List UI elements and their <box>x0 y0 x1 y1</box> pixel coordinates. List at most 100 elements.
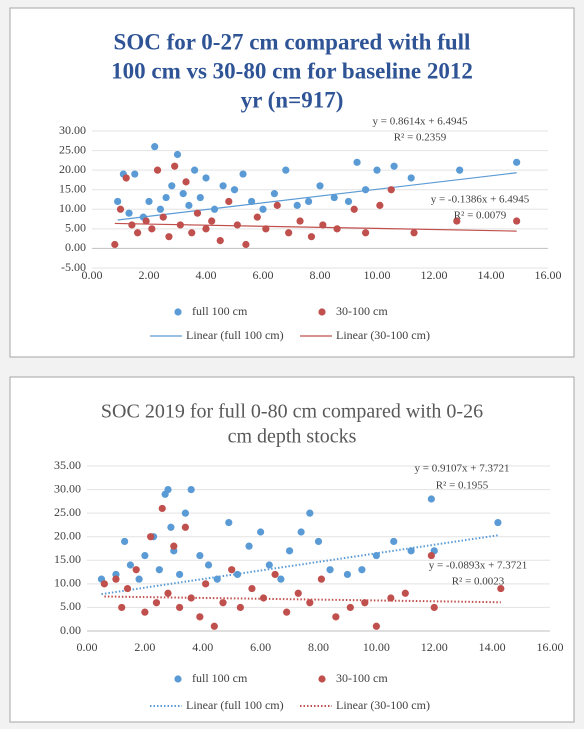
point <box>427 551 435 560</box>
point <box>100 580 108 588</box>
x-tick-label: 14.00 <box>479 640 506 654</box>
point <box>390 537 398 546</box>
point <box>208 217 216 225</box>
x-tick-label: 10.00 <box>364 268 391 282</box>
point <box>167 523 175 531</box>
point <box>152 599 161 607</box>
point <box>219 182 227 190</box>
x-tick-label: 12.00 <box>421 268 448 282</box>
point <box>176 570 184 579</box>
point <box>362 229 370 237</box>
point <box>430 603 438 612</box>
y-tick-label: 20.00 <box>54 528 81 542</box>
y-tick-label: 10.00 <box>59 201 86 215</box>
point <box>187 485 195 494</box>
x-tick-label: 16.00 <box>535 268 562 282</box>
point <box>319 221 327 229</box>
point <box>145 197 153 206</box>
point <box>293 201 301 209</box>
point <box>350 205 358 213</box>
y-tick-label: 0.00 <box>65 240 86 254</box>
legend-marker <box>318 675 326 683</box>
point <box>270 190 278 198</box>
point <box>141 608 149 616</box>
chart-title: 100 cm vs 30-80 cm for baseline 2012 <box>111 58 473 83</box>
legend-marker <box>174 308 182 316</box>
point <box>135 575 143 583</box>
point <box>173 150 182 159</box>
point <box>121 537 129 546</box>
point <box>306 599 314 607</box>
point <box>326 566 334 574</box>
point <box>158 504 166 513</box>
y-tick-label: 10.00 <box>54 576 81 590</box>
trend-equation: y = -0.1386x + 6.4945 <box>431 194 530 206</box>
y-tick-label: 0.00 <box>60 623 81 637</box>
x-tick-label: 4.00 <box>196 268 217 282</box>
y-tick-label: 35.00 <box>54 458 81 472</box>
point <box>494 518 502 527</box>
x-tick-label: 8.00 <box>308 640 329 654</box>
point <box>185 201 193 209</box>
x-tick-label: 2.00 <box>139 268 160 282</box>
x-tick-label: 14.00 <box>478 268 505 282</box>
point <box>159 213 167 221</box>
point <box>376 201 384 209</box>
point <box>285 229 293 237</box>
point <box>257 528 265 536</box>
legend-label: Linear (30-100 cm) <box>336 698 430 712</box>
trend-equation: y = -0.0893x + 7.3721 <box>429 560 528 572</box>
point <box>210 205 219 213</box>
point <box>297 528 305 536</box>
point <box>181 509 189 517</box>
point <box>239 170 247 178</box>
point <box>271 570 279 579</box>
point <box>305 197 313 206</box>
point <box>372 622 380 630</box>
point <box>343 570 352 579</box>
point <box>306 509 314 517</box>
legend-label: Linear (full 100 cm) <box>186 698 284 712</box>
point <box>156 205 164 213</box>
point <box>259 205 267 213</box>
point <box>164 589 172 597</box>
point <box>182 178 190 186</box>
trend-line <box>101 534 499 596</box>
x-tick-label: 10.00 <box>363 640 390 654</box>
chart-title: yr (n=917) <box>241 87 344 112</box>
x-tick-label: 0.00 <box>77 640 98 654</box>
legend-label: full 100 cm <box>192 671 248 685</box>
point <box>253 213 261 221</box>
point <box>176 603 184 612</box>
point <box>401 589 409 597</box>
point <box>181 523 189 531</box>
point <box>332 613 340 621</box>
point <box>248 584 256 593</box>
legend-marker <box>318 308 326 316</box>
point <box>153 166 162 174</box>
point <box>216 237 224 245</box>
point <box>168 182 176 190</box>
point <box>114 197 122 206</box>
trend-r2: R² = 0.0023 <box>452 576 505 588</box>
point <box>316 182 324 190</box>
point <box>245 542 253 550</box>
x-tick-label: 6.00 <box>250 640 271 654</box>
point <box>125 209 133 217</box>
point <box>314 537 323 546</box>
point <box>116 205 125 213</box>
point <box>225 518 233 527</box>
legend-label: 30-100 cm <box>336 304 388 318</box>
point <box>407 547 415 555</box>
point <box>134 229 142 237</box>
point <box>372 551 380 560</box>
chart-title: SOC for 0-27 cm compared with full <box>114 29 471 54</box>
legend-label: Linear (30-100 cm) <box>336 328 430 342</box>
y-tick-label: 30.00 <box>54 481 81 495</box>
trend-r2: R² = 0.1955 <box>436 480 489 492</box>
y-tick-label: 30.00 <box>59 123 86 137</box>
point <box>155 566 163 574</box>
point <box>225 197 233 206</box>
point <box>188 229 196 237</box>
